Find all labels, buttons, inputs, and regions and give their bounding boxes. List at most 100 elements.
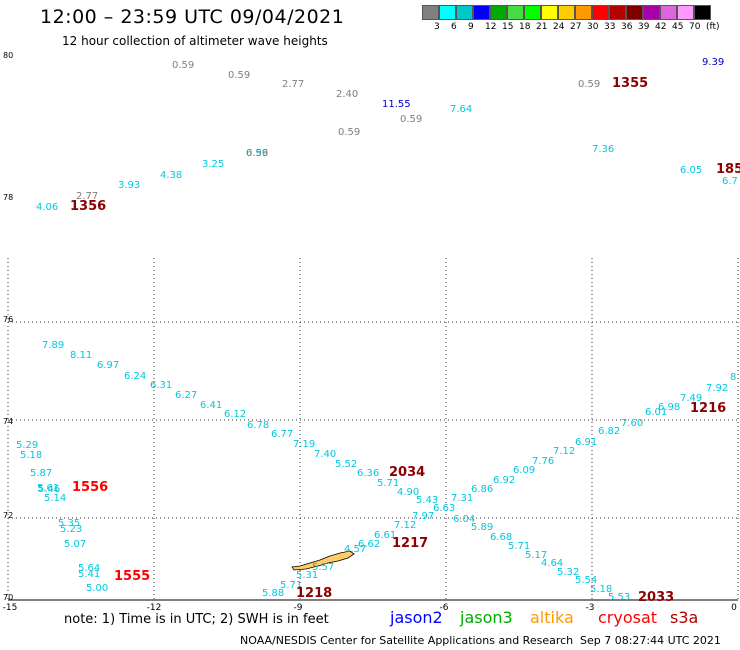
- wave-height-value: 6.68: [490, 532, 512, 543]
- color-legend: [422, 5, 711, 20]
- mission-label: s3a: [670, 608, 699, 627]
- mission-label: cryosat: [598, 608, 658, 627]
- pass-time-label: 1355: [612, 76, 648, 91]
- legend-label: 70: [689, 22, 701, 32]
- wave-height-value: 4.38: [160, 170, 182, 181]
- legend-swatch: [422, 5, 439, 20]
- lon-tick-label: -6: [440, 603, 449, 613]
- wave-height-value: 5.18: [590, 584, 612, 595]
- legend-label: 21: [536, 22, 548, 32]
- legend-label: 45: [672, 22, 684, 32]
- wave-height-value: 6.62: [358, 539, 380, 550]
- lon-tick-label: -9: [294, 603, 303, 613]
- wave-height-value: 6.36: [357, 468, 379, 479]
- lat-tick-label: 72: [3, 511, 13, 520]
- wave-height-value: 6.61: [374, 530, 396, 541]
- wave-height-value: 7.89: [42, 340, 64, 351]
- wave-height-value: 5.17: [525, 550, 547, 561]
- map-title: 12:00 – 23:59 UTC 09/04/2021: [40, 6, 345, 28]
- wave-height-value: 7.60: [621, 418, 643, 429]
- legend-swatch: [473, 5, 490, 20]
- legend-swatch: [456, 5, 473, 20]
- wave-height-value: 4.64: [541, 558, 563, 569]
- wave-height-value: 6.12: [224, 409, 246, 420]
- wave-height-value: 6.05: [680, 165, 702, 176]
- wave-height-value: 3.25: [202, 159, 224, 170]
- wave-height-value: 7.19: [293, 439, 315, 450]
- footer-timestamp: Sep 7 08:27:44 UTC 2021: [580, 634, 721, 647]
- legend-swatch: [694, 5, 711, 20]
- legend-label: 18: [519, 22, 531, 32]
- wave-height-value: 9.39: [702, 57, 724, 68]
- wave-height-value: 2.77: [282, 79, 304, 90]
- legend-label: 39: [638, 22, 650, 32]
- lat-tick-label: 80: [3, 51, 13, 60]
- lat-tick-label: 76: [3, 315, 13, 324]
- wave-height-value: 0.59: [172, 60, 194, 71]
- wave-height-value: 6.27: [175, 390, 197, 401]
- wave-height-value: 5.41: [78, 569, 100, 580]
- wave-height-value: 5.46: [38, 484, 60, 495]
- wave-height-value: 5.61: [37, 483, 59, 494]
- mission-label: jason3: [460, 608, 513, 627]
- legend-swatch: [575, 5, 592, 20]
- jan-mayen-island: [291, 550, 355, 571]
- legend-swatch: [507, 5, 524, 20]
- wave-height-value: 11.55: [382, 99, 411, 110]
- wave-height-value: 7.36: [592, 144, 614, 155]
- wave-height-value: 5.87: [30, 468, 52, 479]
- pass-time-label: 185: [716, 162, 740, 177]
- legend-label: 36: [621, 22, 633, 32]
- mission-label: jason2: [390, 608, 443, 627]
- wave-height-value: 5.32: [557, 567, 579, 578]
- legend-label: 27: [570, 22, 582, 32]
- wave-height-value: 7.49: [680, 393, 702, 404]
- lon-tick-label: -3: [586, 603, 595, 613]
- wave-height-value: 5.14: [44, 493, 66, 504]
- wave-height-value: 6.98: [658, 402, 680, 413]
- pass-time-label: 1218: [296, 586, 332, 601]
- wave-height-value: 6.96: [246, 148, 268, 159]
- wave-height-value: 2.77: [76, 191, 98, 202]
- wave-height-value: 5.23: [60, 524, 82, 535]
- legend-swatch: [558, 5, 575, 20]
- legend-swatch: [643, 5, 660, 20]
- legend-swatch: [541, 5, 558, 20]
- wave-height-value: 7.97: [412, 511, 434, 522]
- wave-height-value: 0.59: [228, 70, 250, 81]
- wave-height-value: 6.01: [645, 407, 667, 418]
- wave-height-value: 5.57: [312, 562, 334, 573]
- wave-height-value: 5.54: [575, 575, 597, 586]
- wave-height-value: 6.41: [200, 400, 222, 411]
- pass-time-label: 1217: [392, 536, 428, 551]
- wave-height-value: 7.64: [450, 104, 472, 115]
- wave-height-value: 7.76: [532, 456, 554, 467]
- pass-time-label: 1356: [70, 199, 106, 214]
- wave-height-value: 5.64: [78, 563, 100, 574]
- legend-label: 42: [655, 22, 667, 32]
- wave-height-value: 5.35: [58, 518, 80, 529]
- wave-height-value: 8.11: [70, 350, 92, 361]
- legend-swatch: [609, 5, 626, 20]
- wave-height-value: 7.92: [706, 383, 728, 394]
- wave-height-value: 0.59: [400, 114, 422, 125]
- wave-height-value: 6.24: [124, 371, 146, 382]
- wave-height-value: 5.53: [608, 592, 630, 603]
- legend-swatch: [677, 5, 694, 20]
- wave-height-value: 5.89: [471, 522, 493, 533]
- legend-label: (ft): [706, 22, 720, 32]
- wave-height-value: 6.82: [598, 426, 620, 437]
- wave-height-value: 5.31: [296, 570, 318, 581]
- legend-label: 3: [434, 22, 440, 32]
- legend-label: 24: [553, 22, 565, 32]
- wave-height-value: 6.09: [513, 465, 535, 476]
- legend-label: 15: [502, 22, 514, 32]
- wave-height-value: 4.57: [344, 544, 366, 555]
- wave-height-value: 5.18: [20, 450, 42, 461]
- lon-tick-label: -12: [147, 603, 162, 613]
- wave-height-value: 5.71: [377, 478, 399, 489]
- wave-height-value: 8: [730, 372, 736, 383]
- lon-tick-label: -15: [3, 603, 18, 613]
- legend-swatch: [490, 5, 507, 20]
